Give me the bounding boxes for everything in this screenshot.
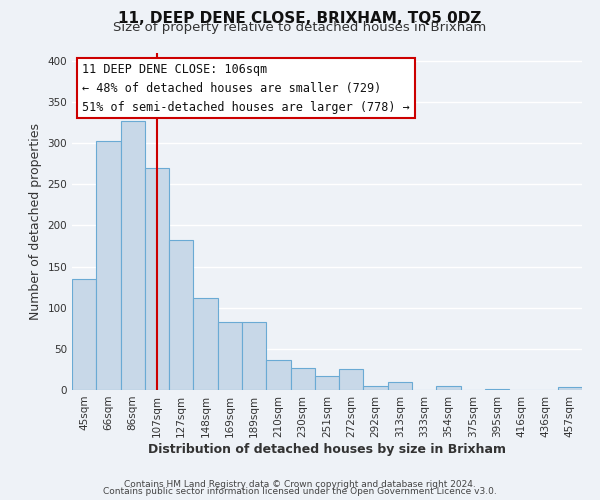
X-axis label: Distribution of detached houses by size in Brixham: Distribution of detached houses by size … (148, 442, 506, 456)
Text: Contains HM Land Registry data © Crown copyright and database right 2024.: Contains HM Land Registry data © Crown c… (124, 480, 476, 489)
Text: 11, DEEP DENE CLOSE, BRIXHAM, TQ5 0DZ: 11, DEEP DENE CLOSE, BRIXHAM, TQ5 0DZ (118, 11, 482, 26)
Text: Size of property relative to detached houses in Brixham: Size of property relative to detached ho… (113, 22, 487, 35)
Bar (266, 360, 290, 390)
Bar (193, 298, 218, 390)
Bar (485, 389, 509, 390)
Text: Contains public sector information licensed under the Open Government Licence v3: Contains public sector information licen… (103, 487, 497, 496)
Bar (169, 240, 193, 390)
Bar (121, 121, 145, 390)
Bar (558, 386, 582, 390)
Bar (72, 279, 96, 390)
Bar (364, 386, 388, 390)
Bar (96, 142, 121, 390)
Bar (388, 382, 412, 390)
Bar (290, 368, 315, 390)
Y-axis label: Number of detached properties: Number of detached properties (29, 122, 42, 320)
Bar (315, 376, 339, 390)
Text: 11 DEEP DENE CLOSE: 106sqm
← 48% of detached houses are smaller (729)
51% of sem: 11 DEEP DENE CLOSE: 106sqm ← 48% of deta… (82, 62, 410, 114)
Bar (436, 386, 461, 390)
Bar (218, 322, 242, 390)
Bar (339, 370, 364, 390)
Bar (242, 322, 266, 390)
Bar (145, 168, 169, 390)
